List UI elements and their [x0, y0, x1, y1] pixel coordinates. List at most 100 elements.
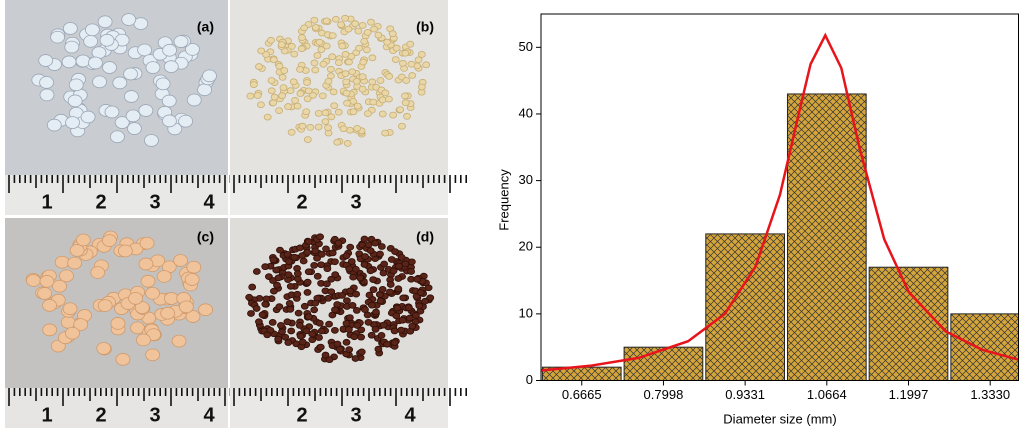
bead — [322, 42, 331, 50]
bead — [255, 63, 263, 70]
bead — [294, 309, 303, 317]
histogram-chart: 0 10 20 30 40 50 0.6665 0.7998 0.9331 1.0664 1.199… — [496, 13, 1019, 426]
bead — [300, 24, 309, 32]
photo-panels: 1 2 3 4 (a) 2 3 (b) 1 2 3 4 (c) 2 3 4 (d) — [5, 0, 468, 428]
bead — [54, 255, 70, 269]
bead — [407, 268, 416, 275]
bead — [404, 304, 413, 312]
x-tick-label: 1.1997 — [889, 387, 929, 402]
bead — [297, 45, 306, 53]
x-tick-label: 0.9331 — [725, 387, 765, 402]
bead — [352, 290, 361, 298]
bead — [352, 307, 361, 314]
bead — [315, 38, 324, 46]
bead — [331, 271, 340, 279]
bead — [283, 250, 292, 258]
bead — [304, 268, 313, 276]
bead — [368, 54, 377, 62]
bead — [123, 90, 139, 103]
bead — [185, 310, 201, 323]
bead — [286, 282, 295, 290]
bead — [376, 77, 385, 84]
bead — [112, 76, 128, 90]
bead — [42, 323, 58, 337]
bead — [84, 23, 100, 37]
bead — [138, 104, 154, 117]
bead — [354, 27, 363, 35]
bead — [402, 77, 411, 84]
bead — [249, 81, 258, 88]
bead — [59, 269, 74, 283]
bead — [369, 276, 378, 283]
bead — [316, 343, 325, 351]
bead — [359, 58, 368, 66]
bead — [398, 59, 407, 67]
bead — [285, 258, 293, 265]
y-tick-label: 50 — [519, 39, 533, 54]
bead — [393, 304, 402, 312]
bead — [329, 88, 338, 96]
bead — [322, 17, 331, 25]
bead — [426, 294, 435, 302]
bead — [417, 83, 426, 91]
bead — [278, 328, 286, 336]
bead — [75, 54, 91, 68]
bead — [346, 126, 354, 134]
bead — [316, 233, 325, 241]
bead — [367, 301, 376, 309]
bead — [342, 89, 351, 97]
bead — [311, 66, 320, 74]
bead — [298, 122, 307, 130]
y-tick-label: 30 — [519, 172, 533, 187]
bead — [269, 256, 278, 264]
bead — [357, 333, 365, 341]
bead — [313, 254, 321, 262]
bead — [184, 273, 200, 286]
bead — [408, 72, 417, 79]
bead — [315, 319, 324, 327]
bead — [127, 122, 142, 135]
bead — [353, 124, 362, 132]
bead — [358, 85, 367, 93]
bead — [325, 320, 333, 328]
bead — [298, 34, 306, 41]
bead — [258, 311, 267, 319]
bead — [319, 60, 328, 68]
bead — [342, 78, 351, 86]
bead — [109, 130, 125, 144]
bead — [62, 302, 78, 316]
bead — [257, 47, 266, 55]
bead — [197, 83, 212, 97]
bead — [268, 319, 277, 326]
bead — [287, 42, 296, 50]
bead — [351, 20, 360, 28]
bead — [313, 272, 322, 280]
bead — [123, 67, 139, 81]
bead — [246, 92, 255, 100]
panel-label: (b) — [416, 19, 434, 35]
bead — [341, 50, 350, 58]
bead — [275, 303, 284, 311]
bead — [267, 77, 276, 84]
ruler-number: 3 — [350, 191, 361, 213]
bead — [322, 280, 331, 288]
bead — [381, 129, 390, 137]
bead — [162, 114, 177, 128]
bead — [345, 346, 354, 353]
bead — [303, 95, 312, 103]
bead — [185, 43, 200, 56]
bead — [401, 99, 410, 107]
bead — [381, 89, 390, 97]
bead — [369, 286, 378, 293]
bead — [46, 118, 62, 132]
bead — [252, 305, 261, 312]
bead — [302, 108, 311, 116]
bead — [328, 32, 337, 40]
bead — [356, 274, 365, 282]
bead — [361, 253, 369, 260]
bead — [274, 274, 283, 282]
bead — [383, 38, 392, 46]
bead — [75, 233, 91, 247]
ruler-number: 2 — [296, 404, 307, 426]
